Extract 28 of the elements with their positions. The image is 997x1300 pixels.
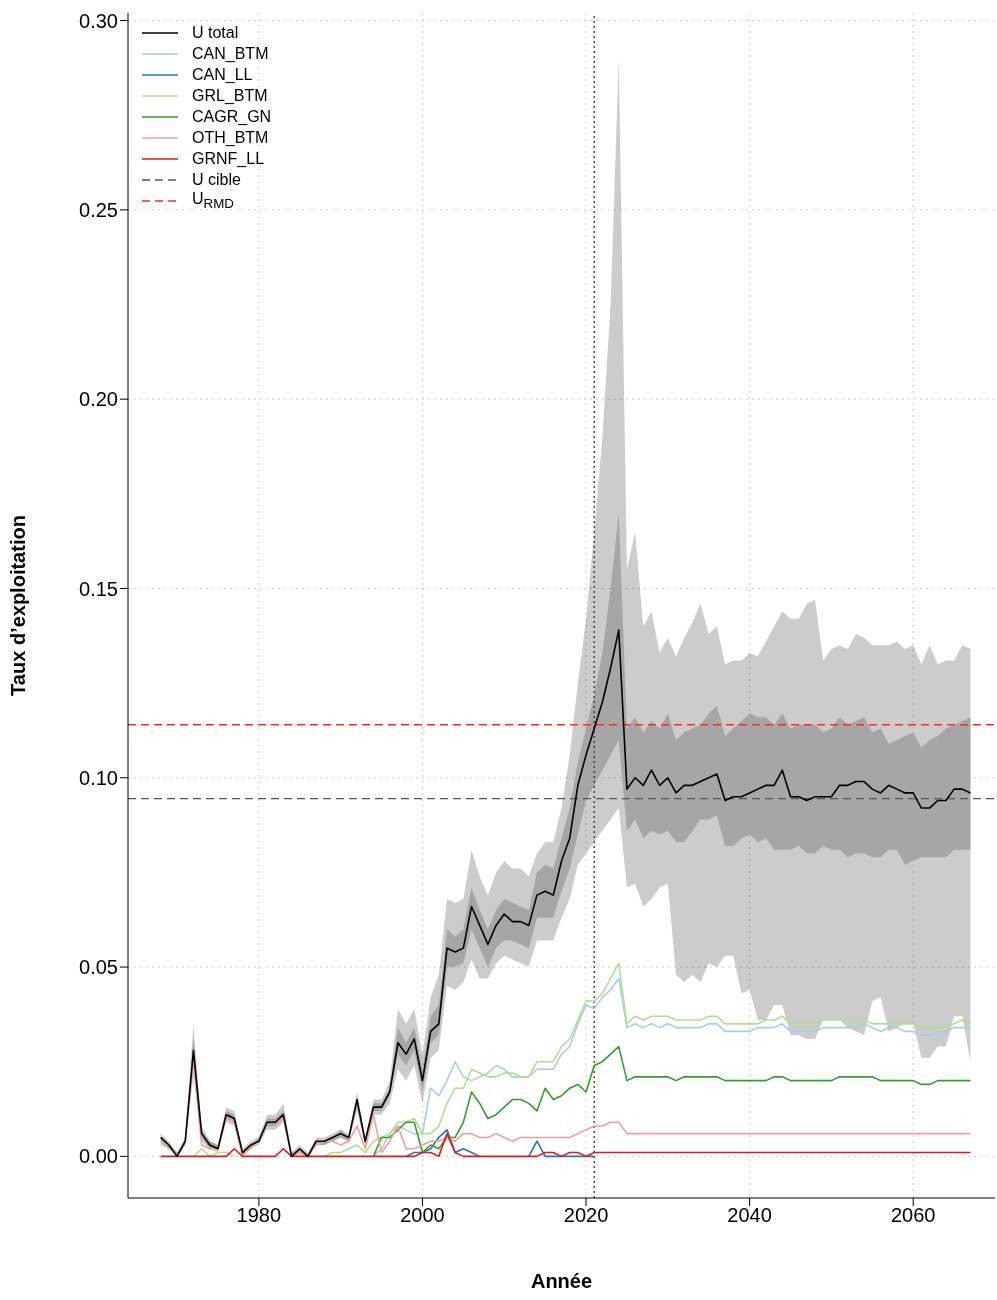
y-tick-label: 0.30 — [79, 9, 118, 32]
line-series — [159, 1132, 972, 1158]
x-tick-label: 2040 — [727, 1204, 772, 1227]
x-tick-label: 2000 — [400, 1204, 445, 1227]
legend-label: CAN_BTM — [192, 44, 269, 63]
line-series — [372, 977, 972, 1158]
line-series — [372, 1045, 972, 1158]
legend-label: U total — [192, 23, 239, 42]
legend-label: OTH_BTM — [192, 128, 269, 147]
y-tick-label: 0.20 — [79, 388, 118, 411]
y-tick-label: 0.00 — [79, 1145, 118, 1168]
legend-label: CAN_LL — [192, 65, 253, 84]
legend-label: U$_{RMD}$ — [192, 189, 234, 212]
line-series — [159, 629, 972, 1158]
legend-label: U cible — [192, 170, 241, 189]
y-tick-label: 0.05 — [79, 956, 118, 979]
legend-label: GRL_BTM — [192, 86, 268, 105]
x-axis-title: Année — [530, 1270, 593, 1292]
y-tick-label: 0.10 — [79, 766, 118, 789]
y-axis-title: Taux d’exploitation — [7, 515, 30, 696]
x-tick-label: 2020 — [563, 1204, 609, 1227]
legend-label: CAGR_GN — [192, 107, 272, 126]
x-tick-label: 2060 — [890, 1204, 936, 1227]
legend-label: GRNF_LL — [192, 149, 265, 168]
x-tick-label: 1980 — [236, 1204, 282, 1227]
line-series — [159, 1057, 972, 1158]
y-tick-label: 0.15 — [79, 577, 118, 600]
y-tick-label: 0.25 — [79, 198, 118, 221]
